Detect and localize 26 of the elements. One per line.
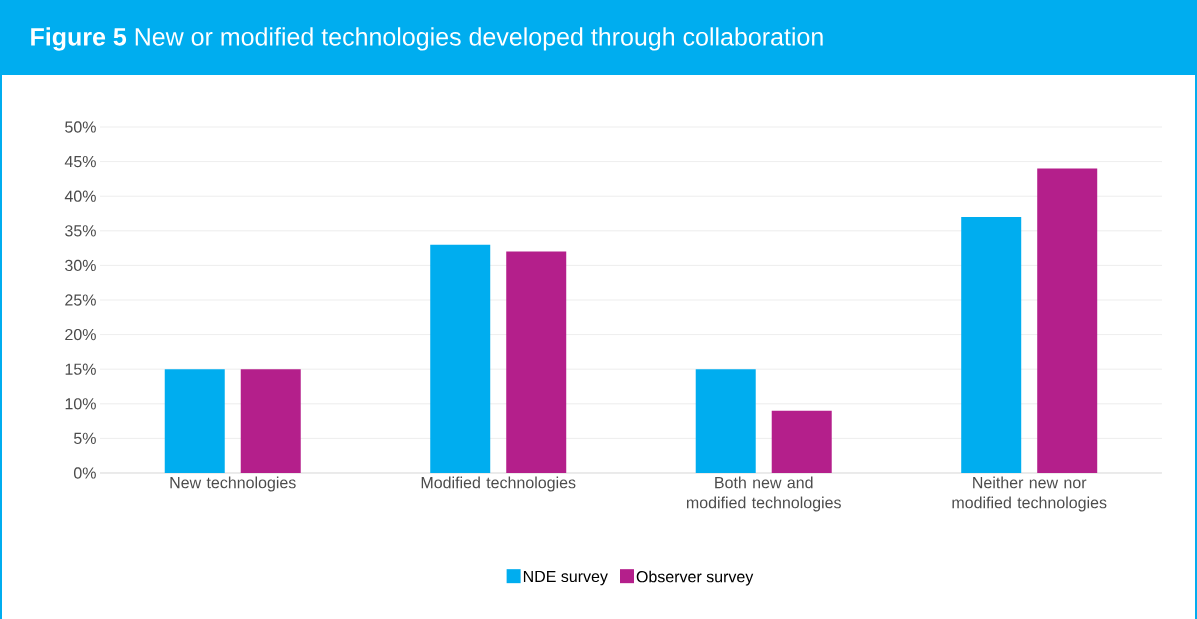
x-tick-label: Both new and modified technologies xyxy=(686,476,841,512)
y-tick-label: 0% xyxy=(73,467,96,479)
y-tick-label: 45% xyxy=(64,155,96,168)
bar xyxy=(164,369,225,473)
y-tick-label: 5% xyxy=(73,432,96,445)
legend-label: NDE survey xyxy=(523,570,608,586)
bar xyxy=(240,369,301,473)
y-tick-label: 40% xyxy=(64,190,96,202)
y-tick-label: 30% xyxy=(65,259,96,272)
x-tick-label: Neither new nor modified technologies xyxy=(952,476,1107,512)
bar xyxy=(430,244,491,473)
y-tick-label: 25% xyxy=(65,294,96,306)
y-tick-label: 15% xyxy=(65,363,96,375)
bar xyxy=(961,216,1022,473)
y-tick-label: 10% xyxy=(65,398,96,410)
bar xyxy=(771,410,832,473)
bar xyxy=(506,251,567,473)
legend-label: Observer survey xyxy=(636,570,754,586)
chart-title: Figure 5 New or modified technologies developed through collaboration xyxy=(31,27,823,51)
y-tick-label: 20% xyxy=(65,328,96,341)
y-tick-label: 35% xyxy=(65,225,96,237)
bar xyxy=(1037,168,1098,473)
x-tick-label: Modified technologies xyxy=(421,476,576,492)
y-tick-label: 50% xyxy=(65,121,96,133)
x-tick-label: New technologies xyxy=(170,476,296,492)
bar xyxy=(695,369,756,473)
